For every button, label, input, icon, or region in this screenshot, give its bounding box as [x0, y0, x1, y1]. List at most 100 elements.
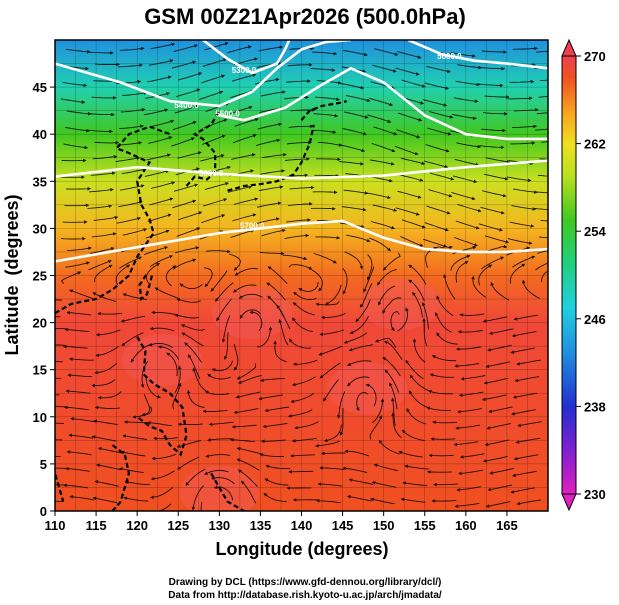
- streamline: [66, 110, 92, 116]
- contour-label: 5600.0: [199, 169, 224, 178]
- streamline: [512, 46, 538, 51]
- streamline: [426, 65, 451, 73]
- streamline: [64, 466, 90, 472]
- streamline: [122, 91, 148, 96]
- streamline: [341, 206, 367, 212]
- streamline: [343, 49, 368, 57]
- streamline: [425, 144, 450, 153]
- streamline: [288, 409, 313, 418]
- streamline: [428, 111, 454, 119]
- streamline: [262, 152, 287, 159]
- streamline: [154, 287, 178, 299]
- contour-label: 5300.0: [232, 66, 257, 75]
- streamline: [513, 108, 539, 112]
- streamline: [355, 299, 371, 322]
- streamline: [422, 317, 428, 347]
- streamline: [408, 279, 425, 301]
- streamline: [202, 409, 228, 414]
- streamline: [342, 268, 348, 295]
- streamline: [404, 464, 429, 470]
- streamline: [432, 420, 458, 425]
- streamline: [91, 232, 117, 238]
- streamline: [408, 264, 427, 285]
- x-tick-label: 135: [250, 518, 272, 533]
- streamline: [384, 369, 400, 393]
- streamline: [148, 59, 174, 66]
- streamline: [431, 499, 457, 503]
- streamline: [424, 82, 450, 90]
- contour-line: [407, 40, 548, 70]
- streamline: [213, 485, 234, 501]
- streamline: [315, 440, 340, 448]
- streamline: [537, 174, 548, 177]
- streamline: [516, 359, 541, 366]
- streamline: [507, 238, 533, 245]
- streamline: [69, 495, 95, 501]
- colorbar-tick-label: 254: [584, 224, 606, 239]
- coastline: [185, 110, 221, 187]
- streamline: [67, 373, 93, 378]
- streamline: [258, 394, 284, 401]
- streamline: [231, 424, 257, 429]
- y-tick-label: 45: [33, 80, 47, 95]
- streamline: [516, 499, 542, 506]
- streamline: [457, 203, 482, 213]
- streamline: [426, 205, 451, 215]
- streamline: [431, 355, 457, 362]
- streamline: [87, 204, 113, 209]
- streamline: [484, 439, 510, 447]
- streamline: [286, 218, 312, 223]
- streamline: [521, 279, 541, 299]
- streamline: [116, 216, 141, 224]
- streamline: [205, 454, 231, 458]
- streamline: [509, 263, 526, 284]
- streamline: [228, 105, 253, 115]
- streamline: [535, 262, 548, 271]
- streamline: [382, 357, 401, 377]
- streamline: [233, 408, 259, 415]
- streamline: [377, 285, 396, 306]
- streamline: [201, 214, 226, 224]
- x-tick-label: 155: [414, 518, 436, 533]
- streamline: [123, 420, 149, 424]
- streamline: [317, 141, 343, 147]
- contour-line: [55, 159, 548, 180]
- streamline: [286, 140, 312, 145]
- streamline: [60, 98, 86, 104]
- streamline: [94, 140, 120, 145]
- streamline: [267, 295, 285, 318]
- streamline: [370, 221, 396, 230]
- streamline: [455, 346, 481, 351]
- streamline: [95, 346, 119, 357]
- streamline: [428, 453, 454, 458]
- contour-label: 5700.0: [240, 222, 265, 231]
- streamline: [343, 332, 368, 344]
- streamline: [339, 83, 365, 90]
- streamline: [64, 203, 90, 208]
- streamline: [263, 493, 287, 503]
- contour-label: 5600.0: [437, 52, 462, 61]
- streamline: [513, 314, 539, 321]
- streamline: [207, 373, 231, 380]
- streamline: [179, 283, 203, 290]
- streamline: [319, 329, 344, 337]
- streamline: [511, 409, 536, 416]
- streamline: [147, 75, 172, 83]
- streamline: [148, 342, 173, 348]
- streamline: [483, 377, 509, 385]
- streamline: [177, 422, 203, 427]
- coastline: [55, 125, 171, 315]
- streamline: [55, 377, 62, 379]
- streamline: [202, 58, 227, 67]
- streamline: [65, 48, 91, 54]
- streamline: [359, 282, 373, 308]
- streamline: [181, 332, 204, 347]
- streamline: [370, 497, 395, 505]
- streamline: [540, 79, 548, 82]
- streamline: [367, 114, 392, 123]
- streamline: [119, 256, 143, 269]
- streamline: [514, 376, 540, 383]
- streamline: [312, 51, 338, 56]
- streamline: [62, 344, 88, 349]
- streamline: [412, 338, 426, 363]
